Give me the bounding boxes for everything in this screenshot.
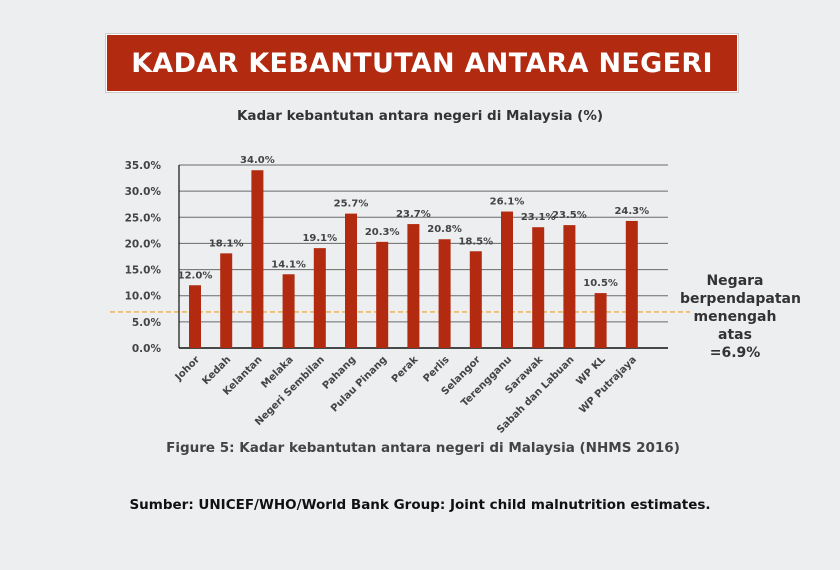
data-label: 12.0% [178, 270, 213, 281]
bar [407, 224, 420, 348]
data-label: 34.0% [240, 155, 275, 166]
ref-label-line: berpendapatan [680, 291, 801, 307]
data-label: 23.5% [552, 210, 587, 221]
data-label: 10.5% [583, 278, 618, 289]
data-label: 18.1% [209, 238, 244, 249]
source-note: Sumber: UNICEF/WHO/World Bank Group: Joi… [129, 497, 711, 513]
y-tick-label: 30.0% [125, 186, 162, 198]
data-label: 23.7% [396, 209, 431, 220]
y-tick-label: 20.0% [125, 238, 162, 250]
bar [189, 285, 201, 348]
data-label: 20.3% [365, 227, 400, 238]
chart-title: Kadar kebantutan antara negeri di Malays… [236, 108, 604, 124]
y-tick-label: 15.0% [125, 265, 162, 277]
y-tick-label: 5.0% [132, 317, 162, 329]
bar [313, 248, 326, 348]
bar [345, 213, 357, 348]
bar [376, 241, 389, 348]
ref-label-line: =6.9% [709, 345, 761, 361]
banner-title: KADAR KEBANTUTAN ANTARA NEGERI [131, 47, 713, 79]
bar [282, 274, 295, 348]
data-label: 23.1% [521, 212, 556, 223]
x-tick-label: Perak [390, 354, 421, 385]
data-label: 18.5% [458, 236, 493, 247]
y-tick-label: 10.0% [125, 291, 162, 303]
data-label: 24.3% [614, 206, 649, 217]
ref-label-line: Negara [706, 273, 764, 289]
x-tick-label: Pulau Pinang [329, 354, 389, 414]
y-tick-label: 35.0% [125, 160, 162, 172]
reference-line-label: Negara berpendapatan menengah atas =6.9% [680, 272, 801, 362]
data-label: 19.1% [302, 233, 337, 244]
bar [625, 220, 638, 348]
x-tick-label: WP Putrajaya [577, 354, 638, 415]
bar-chart: 0.0% 5.0% 10.0% 15.0% 20.0% 25.0% 30.0% 35.0% 12… [110, 155, 690, 436]
bar [469, 251, 482, 348]
bar [594, 293, 607, 348]
title-banner: KADAR KEBANTUTAN ANTARA NEGERI [106, 34, 738, 92]
data-label: 25.7% [334, 199, 369, 210]
figure-caption: Figure 5: Kadar kebantutan antara negeri… [166, 440, 680, 456]
bar [563, 225, 576, 348]
data-label: 20.8% [427, 224, 462, 235]
ref-label-line: menengah atas [693, 309, 777, 343]
y-tick-label: 0.0% [132, 343, 162, 355]
bar [532, 227, 545, 348]
x-tick-label: Johor [173, 354, 202, 383]
data-label: 26.1% [490, 197, 525, 208]
bar [251, 170, 264, 348]
bar [220, 253, 233, 348]
bar [438, 239, 451, 348]
data-label: 14.1% [271, 259, 306, 270]
bar [501, 211, 513, 348]
y-tick-label: 25.0% [125, 212, 162, 224]
x-tick-label: Perlis [421, 354, 451, 384]
